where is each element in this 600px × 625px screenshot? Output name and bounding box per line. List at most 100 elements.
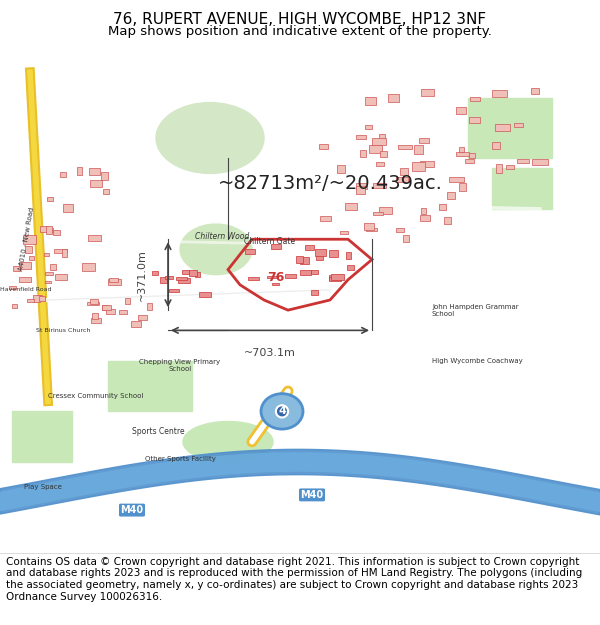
FancyBboxPatch shape <box>39 296 45 301</box>
Text: Contains OS data © Crown copyright and database right 2021. This information is : Contains OS data © Crown copyright and d… <box>6 557 582 601</box>
FancyBboxPatch shape <box>373 212 383 215</box>
Text: Sports Centre: Sports Centre <box>132 427 185 436</box>
FancyBboxPatch shape <box>27 299 34 302</box>
Text: ~703.1m: ~703.1m <box>244 348 296 358</box>
FancyBboxPatch shape <box>88 234 101 241</box>
FancyBboxPatch shape <box>169 289 179 292</box>
FancyBboxPatch shape <box>329 250 338 257</box>
FancyBboxPatch shape <box>456 152 469 156</box>
FancyBboxPatch shape <box>396 228 404 232</box>
FancyBboxPatch shape <box>369 145 382 153</box>
FancyBboxPatch shape <box>344 203 356 209</box>
FancyBboxPatch shape <box>380 151 387 157</box>
FancyBboxPatch shape <box>131 321 141 327</box>
FancyBboxPatch shape <box>50 264 56 270</box>
Text: ~82713m²/~20.439ac.: ~82713m²/~20.439ac. <box>218 174 442 193</box>
FancyBboxPatch shape <box>329 274 337 280</box>
Text: 76: 76 <box>268 271 284 284</box>
Text: M40: M40 <box>301 490 323 500</box>
Bar <box>492 168 552 209</box>
Ellipse shape <box>180 224 252 275</box>
FancyBboxPatch shape <box>517 159 529 162</box>
FancyBboxPatch shape <box>109 278 118 282</box>
FancyBboxPatch shape <box>152 271 158 275</box>
Text: A4010 - New Road: A4010 - New Road <box>18 207 35 271</box>
Text: High Wycombe Coachway: High Wycombe Coachway <box>432 357 523 364</box>
Text: 4: 4 <box>278 406 286 416</box>
FancyBboxPatch shape <box>494 124 510 131</box>
FancyBboxPatch shape <box>12 304 17 308</box>
FancyBboxPatch shape <box>103 189 109 194</box>
FancyBboxPatch shape <box>469 117 480 122</box>
FancyBboxPatch shape <box>44 272 53 275</box>
FancyBboxPatch shape <box>319 144 328 149</box>
Text: M40: M40 <box>121 505 143 515</box>
FancyBboxPatch shape <box>125 298 130 304</box>
FancyBboxPatch shape <box>47 198 53 201</box>
FancyBboxPatch shape <box>365 125 372 129</box>
FancyBboxPatch shape <box>176 277 187 280</box>
Bar <box>108 361 192 411</box>
Text: Chiltern Wood: Chiltern Wood <box>195 232 249 241</box>
FancyBboxPatch shape <box>373 183 386 188</box>
FancyBboxPatch shape <box>329 276 341 281</box>
FancyBboxPatch shape <box>531 88 539 94</box>
FancyBboxPatch shape <box>311 270 317 274</box>
FancyBboxPatch shape <box>465 159 473 162</box>
FancyBboxPatch shape <box>40 226 48 232</box>
FancyBboxPatch shape <box>46 281 51 283</box>
Text: ~371.0m: ~371.0m <box>137 249 147 301</box>
FancyBboxPatch shape <box>403 235 409 242</box>
FancyBboxPatch shape <box>147 303 152 309</box>
FancyBboxPatch shape <box>195 272 200 277</box>
FancyBboxPatch shape <box>166 276 173 279</box>
FancyBboxPatch shape <box>48 228 53 232</box>
Text: St Birinus Church: St Birinus Church <box>36 328 91 333</box>
Text: Chiltern Gate: Chiltern Gate <box>244 238 296 246</box>
FancyBboxPatch shape <box>285 274 296 278</box>
FancyBboxPatch shape <box>29 256 34 259</box>
FancyBboxPatch shape <box>455 107 466 114</box>
FancyBboxPatch shape <box>23 236 35 244</box>
FancyBboxPatch shape <box>506 165 514 169</box>
FancyBboxPatch shape <box>19 262 31 269</box>
FancyBboxPatch shape <box>365 97 376 105</box>
FancyBboxPatch shape <box>101 172 108 180</box>
FancyBboxPatch shape <box>346 252 351 259</box>
FancyBboxPatch shape <box>102 306 107 310</box>
Ellipse shape <box>156 102 264 173</box>
FancyBboxPatch shape <box>356 183 367 189</box>
FancyBboxPatch shape <box>372 138 386 145</box>
Text: 76, RUPERT AVENUE, HIGH WYCOMBE, HP12 3NF: 76, RUPERT AVENUE, HIGH WYCOMBE, HP12 3N… <box>113 12 487 27</box>
FancyBboxPatch shape <box>469 152 475 158</box>
FancyBboxPatch shape <box>396 177 408 182</box>
FancyBboxPatch shape <box>331 274 344 280</box>
FancyBboxPatch shape <box>102 305 112 309</box>
FancyBboxPatch shape <box>299 271 311 275</box>
Text: Cressex Community School: Cressex Community School <box>48 393 143 399</box>
FancyBboxPatch shape <box>400 168 408 175</box>
FancyBboxPatch shape <box>492 142 500 149</box>
FancyBboxPatch shape <box>248 278 259 280</box>
Bar <box>468 98 552 158</box>
Ellipse shape <box>183 421 273 462</box>
FancyBboxPatch shape <box>379 134 385 143</box>
Text: Havenfield Road: Havenfield Road <box>0 288 52 292</box>
FancyBboxPatch shape <box>9 286 16 289</box>
FancyBboxPatch shape <box>420 215 430 221</box>
FancyBboxPatch shape <box>107 279 121 285</box>
FancyBboxPatch shape <box>496 164 502 172</box>
FancyBboxPatch shape <box>439 204 446 210</box>
FancyBboxPatch shape <box>376 162 383 166</box>
FancyBboxPatch shape <box>19 278 31 281</box>
FancyBboxPatch shape <box>296 256 303 263</box>
FancyBboxPatch shape <box>458 148 464 152</box>
FancyBboxPatch shape <box>347 264 355 270</box>
FancyBboxPatch shape <box>379 208 392 214</box>
FancyBboxPatch shape <box>421 89 434 96</box>
FancyBboxPatch shape <box>46 226 52 234</box>
FancyBboxPatch shape <box>92 313 98 319</box>
FancyBboxPatch shape <box>89 168 100 175</box>
FancyBboxPatch shape <box>245 249 256 254</box>
FancyBboxPatch shape <box>311 290 318 296</box>
